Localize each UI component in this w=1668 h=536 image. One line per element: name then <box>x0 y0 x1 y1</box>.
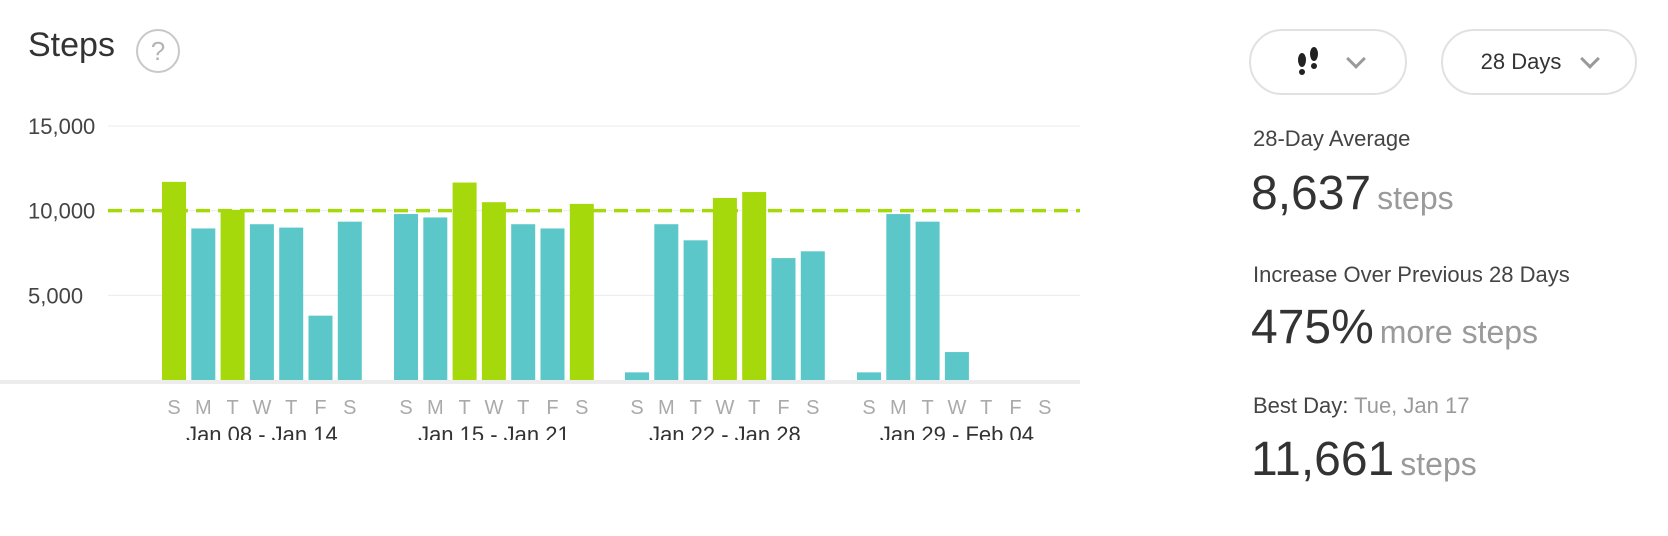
best-day-unit: steps <box>1400 446 1477 482</box>
day-label: T <box>748 397 760 419</box>
day-label: F <box>314 397 326 419</box>
y-tick-label: 5,000 <box>28 283 83 308</box>
day-label: W <box>252 397 271 419</box>
week-label: Jan 29 - Feb 04 <box>880 422 1034 440</box>
bar <box>191 228 216 380</box>
increase-number: 475% <box>1251 301 1374 354</box>
average-label: 28-Day Average <box>1253 126 1411 151</box>
week-label: Jan 22 - Jan 28 <box>649 422 801 440</box>
day-label: S <box>630 397 643 419</box>
chevron-down-icon <box>1346 49 1366 69</box>
day-label: F <box>777 397 789 419</box>
bar <box>308 315 333 380</box>
best-day-date: Tue, Jan 17 <box>1354 393 1470 418</box>
bar <box>683 240 708 380</box>
bar <box>742 192 767 380</box>
day-label: T <box>921 397 933 419</box>
best-day-caption: Best Day: <box>1253 393 1349 418</box>
bar <box>857 372 881 380</box>
increase-value: 475% more steps <box>1251 300 1538 355</box>
bar <box>540 228 565 380</box>
day-label: F <box>1009 397 1021 419</box>
day-label: S <box>575 397 588 419</box>
bar <box>511 224 536 380</box>
metric-selector[interactable] <box>1249 29 1407 95</box>
day-label: F <box>546 397 558 419</box>
bar <box>771 258 796 380</box>
bar <box>249 224 274 380</box>
day-label: S <box>399 397 412 419</box>
bar <box>162 181 186 380</box>
day-label: M <box>195 397 212 419</box>
day-label: W <box>947 397 966 419</box>
average-value: 8,637 steps <box>1251 166 1454 221</box>
best-day-label: Best Day: Tue, Jan 17 <box>1253 393 1469 419</box>
best-day-number: 11,661 <box>1251 433 1395 486</box>
bar <box>452 182 477 380</box>
day-label: S <box>862 397 875 419</box>
day-label: T <box>226 397 238 419</box>
day-label: T <box>285 397 297 419</box>
day-label: S <box>806 397 819 419</box>
footsteps-icon <box>1298 47 1318 75</box>
day-label: W <box>484 397 503 419</box>
y-tick-label: 15,000 <box>28 114 95 139</box>
day-label: M <box>890 397 907 419</box>
page-title: Steps <box>28 26 115 64</box>
day-label: S <box>343 397 356 419</box>
average-number: 8,637 <box>1251 167 1372 220</box>
bar <box>915 221 940 380</box>
day-label: M <box>658 397 675 419</box>
day-label: T <box>689 397 701 419</box>
bar <box>337 221 362 380</box>
day-label: T <box>517 397 529 419</box>
bar <box>220 209 245 380</box>
bar <box>625 372 649 380</box>
bar <box>944 352 969 380</box>
increase-unit: more steps <box>1379 314 1539 350</box>
day-label: M <box>427 397 444 419</box>
day-label: T <box>980 397 992 419</box>
bar <box>886 214 911 380</box>
day-label: W <box>715 397 734 419</box>
best-day-value: 11,661 steps <box>1251 432 1477 487</box>
help-icon[interactable]: ? <box>136 29 180 73</box>
range-selector[interactable]: 28 Days <box>1441 29 1637 95</box>
week-label: Jan 15 - Jan 21 <box>418 422 570 440</box>
day-label: S <box>167 397 180 419</box>
bar <box>654 224 679 380</box>
bar <box>481 202 506 380</box>
bar <box>569 203 594 380</box>
chevron-down-icon <box>1580 49 1601 69</box>
day-label: S <box>1038 397 1051 419</box>
range-label: 28 Days <box>1480 49 1562 74</box>
increase-label: Increase Over Previous 28 Days <box>1253 262 1570 287</box>
average-unit: steps <box>1377 180 1454 216</box>
bar <box>394 214 418 380</box>
bar <box>279 227 304 380</box>
day-label: T <box>458 397 470 419</box>
bar <box>800 251 825 380</box>
bar <box>423 217 448 380</box>
x-axis-baseline <box>0 380 1080 384</box>
y-tick-label: 10,000 <box>28 199 95 224</box>
bar <box>712 197 737 380</box>
week-label: Jan 08 - Jan 14 <box>186 422 338 440</box>
